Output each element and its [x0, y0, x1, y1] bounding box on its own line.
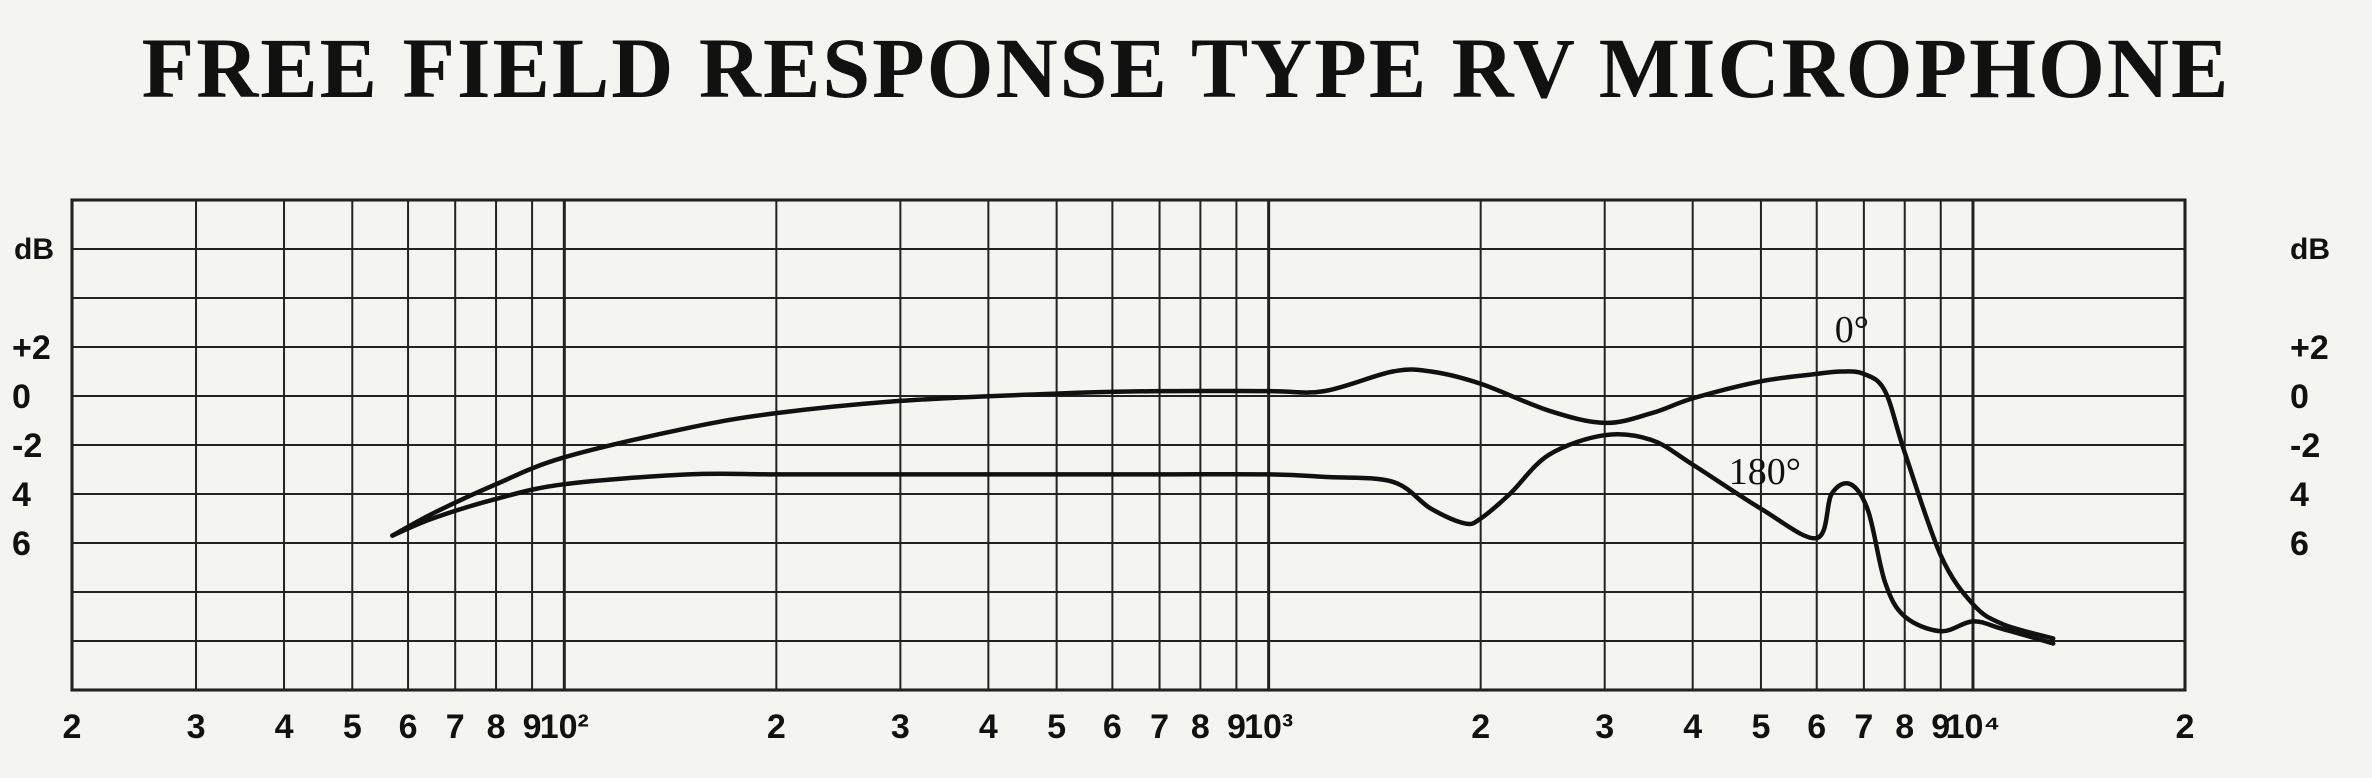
- series-line-180-degree: [390, 432, 2056, 646]
- x-tick-label: 6: [399, 708, 418, 746]
- y-tick-label-right: 6: [2290, 525, 2309, 563]
- chart-grid: [70, 198, 2187, 692]
- x-tick-label: 8: [487, 708, 506, 746]
- x-tick-label: 2: [767, 708, 786, 746]
- y-tick-label-left: 6: [12, 525, 31, 563]
- x-tick-label: 6: [1807, 708, 1826, 746]
- response-curves: [390, 367, 2056, 646]
- y-tick-label-left: -2: [12, 427, 42, 465]
- x-tick-label: 7: [1150, 708, 1169, 746]
- x-tick-label: 4: [1683, 708, 1702, 746]
- x-tick-label: 9: [523, 708, 542, 746]
- series-label-0-degree: 0°: [1835, 309, 1869, 351]
- x-tick-label: 3: [187, 708, 206, 746]
- x-tick-label: 4: [275, 708, 294, 746]
- x-tick-label: 10³: [1244, 708, 1293, 746]
- x-tick-label: 7: [1854, 708, 1873, 746]
- y-tick-label-right: +2: [2290, 329, 2329, 367]
- y-tick-label-right: 0: [2290, 378, 2309, 416]
- x-tick-label: 2: [2176, 708, 2195, 746]
- x-tick-label: 8: [1895, 708, 1914, 746]
- x-tick-label: 10⁴: [1946, 708, 2001, 746]
- x-tick-label: 9: [1931, 708, 1950, 746]
- x-tick-label: 3: [1595, 708, 1614, 746]
- x-tick-label: 8: [1191, 708, 1210, 746]
- y-axis-label-left: dB: [14, 233, 54, 266]
- x-tick-label: 2: [63, 708, 82, 746]
- x-tick-label: 4: [979, 708, 998, 746]
- y-tick-label-right: 4: [2290, 476, 2309, 514]
- y-axis-label-right: dB: [2290, 233, 2330, 266]
- x-tick-label: 9: [1227, 708, 1246, 746]
- x-tick-label: 2: [1471, 708, 1490, 746]
- y-tick-label-left: 0: [12, 378, 31, 416]
- series-line-0-degree: [390, 367, 2056, 641]
- x-tick-label: 10²: [540, 708, 589, 746]
- x-tick-label: 5: [343, 708, 362, 746]
- chart-title: FREE FIELD RESPONSE TYPE RV MICROPHONE: [141, 20, 2231, 116]
- y-tick-label-left: 4: [12, 476, 31, 514]
- x-tick-label: 3: [891, 708, 910, 746]
- y-tick-label-right: -2: [2290, 427, 2320, 465]
- series-label-180-degree: 180°: [1729, 451, 1801, 493]
- x-tick-label: 6: [1103, 708, 1122, 746]
- x-tick-label: 5: [1751, 708, 1770, 746]
- x-tick-label: 7: [446, 708, 465, 746]
- y-tick-label-left: +2: [12, 329, 51, 367]
- x-tick-label: 5: [1047, 708, 1066, 746]
